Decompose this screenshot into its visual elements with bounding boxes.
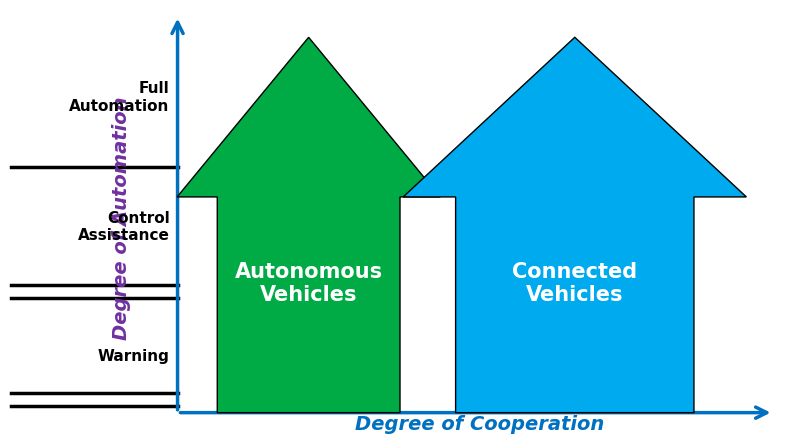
Text: Autonomous
Vehicles: Autonomous Vehicles [234, 262, 382, 305]
Polygon shape [177, 37, 440, 413]
Text: Degree of Automation: Degree of Automation [113, 97, 131, 340]
Text: Degree of Cooperation: Degree of Cooperation [355, 415, 604, 434]
Text: Full
Automation: Full Automation [70, 81, 170, 114]
Polygon shape [403, 37, 746, 413]
Text: Connected
Vehicles: Connected Vehicles [512, 262, 638, 305]
Text: Control
Assistance: Control Assistance [78, 211, 170, 243]
Text: Warning: Warning [98, 349, 170, 364]
